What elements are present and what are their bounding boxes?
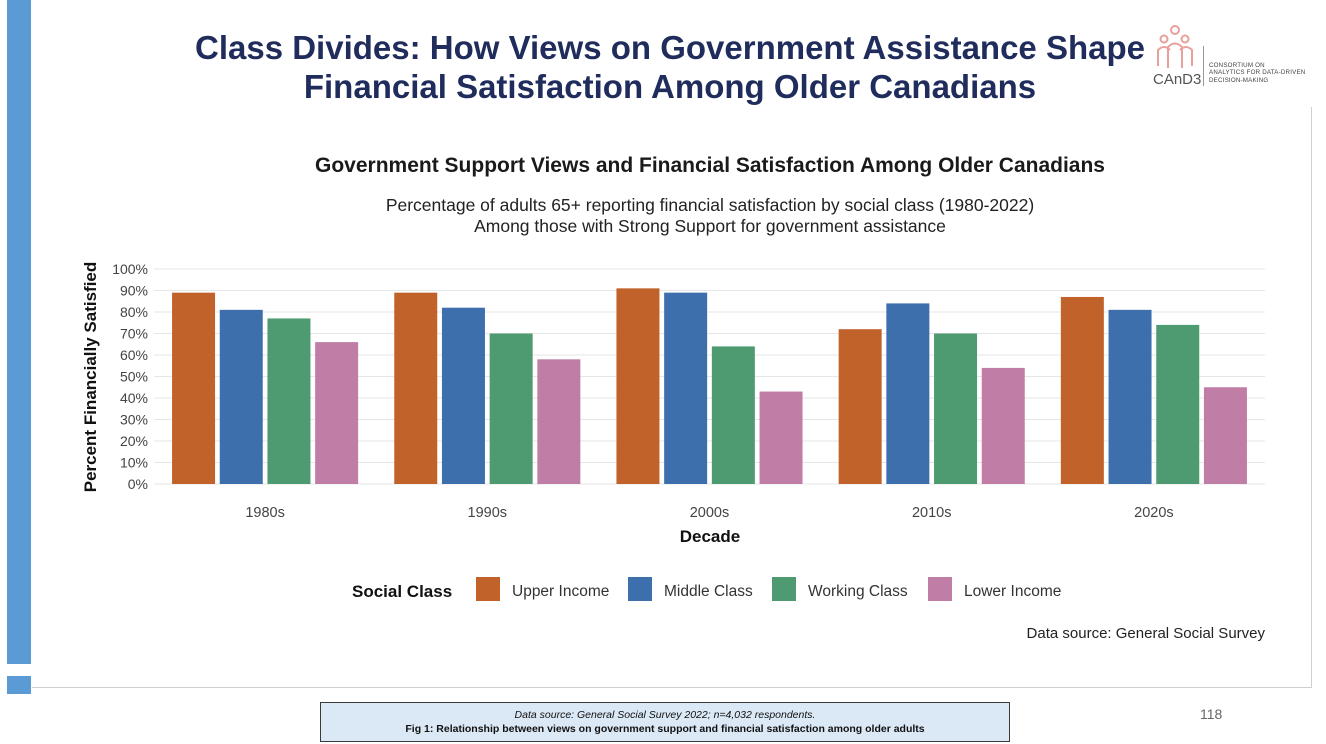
bar-working-class-1990s [489,333,533,484]
bar-working-class-2010s [934,333,978,484]
legend-swatch-middle-class [628,577,652,601]
logo-subtitle-line1: CONSORTIUM ON [1209,62,1265,69]
slide-title-line2: Financial Satisfaction Among Older Canad… [303,68,1037,105]
bar-lower-income-2010s [981,367,1025,484]
slide-title-line1: Class Divides: How Views on Government A… [195,29,1145,66]
chart-source-note: Data source: General Social Survey [1027,625,1266,642]
x-axis-label: Decade [680,527,740,546]
x-tick-label: 1980s [245,505,285,521]
figure-caption: Data source: General Social Survey 2022;… [320,702,1010,742]
x-tick-label: 2000s [690,505,730,521]
legend-title: Social Class [352,582,452,601]
logo-subtitle: CONSORTIUM ON ANALYTICS FOR DATA-DRIVEN … [1209,62,1305,84]
bar-working-class-2020s [1156,324,1200,484]
bar-lower-income-2020s [1203,387,1247,484]
slide-accent-bar-small [7,676,31,694]
legend-label: Lower Income [964,583,1061,600]
y-tick-label: 10% [120,455,148,471]
x-tick-label: 2010s [912,505,952,521]
legend-swatch-lower-income [928,577,952,601]
y-tick-label: 80% [120,304,148,320]
slide-title: Class Divides: How Views on Government A… [60,28,1280,106]
y-tick-label: 100% [112,261,148,277]
y-tick-label: 0% [128,476,148,492]
y-tick-label: 30% [120,412,148,428]
legend-swatch-working-class [772,577,796,601]
chart-bars [172,288,1247,484]
x-tick-label: 1990s [468,505,508,521]
x-tick-label: 2020s [1134,505,1174,521]
bar-middle-class-2020s [1108,309,1152,484]
y-tick-label: 50% [120,369,148,385]
chart-legend: Social Class Upper Income Middle Class Wor… [352,577,1061,601]
bar-middle-class-2000s [664,292,708,484]
caption-source: Data source: General Social Survey 2022;… [514,709,816,721]
y-tick-label: 70% [120,326,148,342]
bar-upper-income-1990s [394,292,438,484]
legend-swatch-upper-income [476,577,500,601]
bar-working-class-1980s [267,318,311,484]
bar-lower-income-1990s [537,359,581,484]
bar-working-class-2000s [711,346,755,484]
legend-label: Upper Income [512,583,609,600]
logo-subtitle-line3: DECISION-MAKING [1209,76,1269,84]
slide-accent-bar [7,0,31,664]
chart-subtitle-line2: Among those with Strong Support for gove… [474,216,946,236]
y-tick-label: 20% [120,433,148,449]
y-tick-label: 60% [120,347,148,363]
bar-lower-income-2000s [759,391,803,484]
bar-upper-income-1980s [172,292,216,484]
y-tick-label: 90% [120,283,148,299]
x-axis-ticks: 1980s 1990s 2000s 2010s 2020s [245,505,1173,521]
logo-subtitle-line2: ANALYTICS FOR DATA-DRIVEN [1209,69,1306,77]
y-axis-label: Percent Financially Satisfied [81,262,100,493]
bar-chart: Government Support Views and Financial S… [81,154,1266,642]
logo-divider [1203,46,1204,86]
cand3-logo-icon [1157,25,1193,68]
bar-lower-income-1980s [315,342,359,484]
chart-title: Government Support Views and Financial S… [315,154,1105,177]
caption-figure: Fig 1: Relationship between views on gov… [405,723,925,735]
bar-upper-income-2020s [1060,296,1104,484]
bar-upper-income-2000s [616,288,660,484]
chart-frame: Government Support Views and Financial S… [32,107,1312,688]
page-number: 118 [1200,706,1223,722]
logo-name: CAnD3 [1153,71,1202,88]
y-axis-ticks: 0% 10% 20% 30% 40% 50% 60% 70% 80% 90% 100% [112,261,148,492]
bar-upper-income-2010s [838,329,882,484]
legend-label: Middle Class [664,583,753,600]
bar-middle-class-2010s [886,303,930,484]
y-tick-label: 40% [120,390,148,406]
bar-middle-class-1980s [219,309,263,484]
legend-label: Working Class [808,583,908,600]
chart-subtitle-line1: Percentage of adults 65+ reporting finan… [386,195,1034,215]
bar-middle-class-1990s [441,307,485,484]
